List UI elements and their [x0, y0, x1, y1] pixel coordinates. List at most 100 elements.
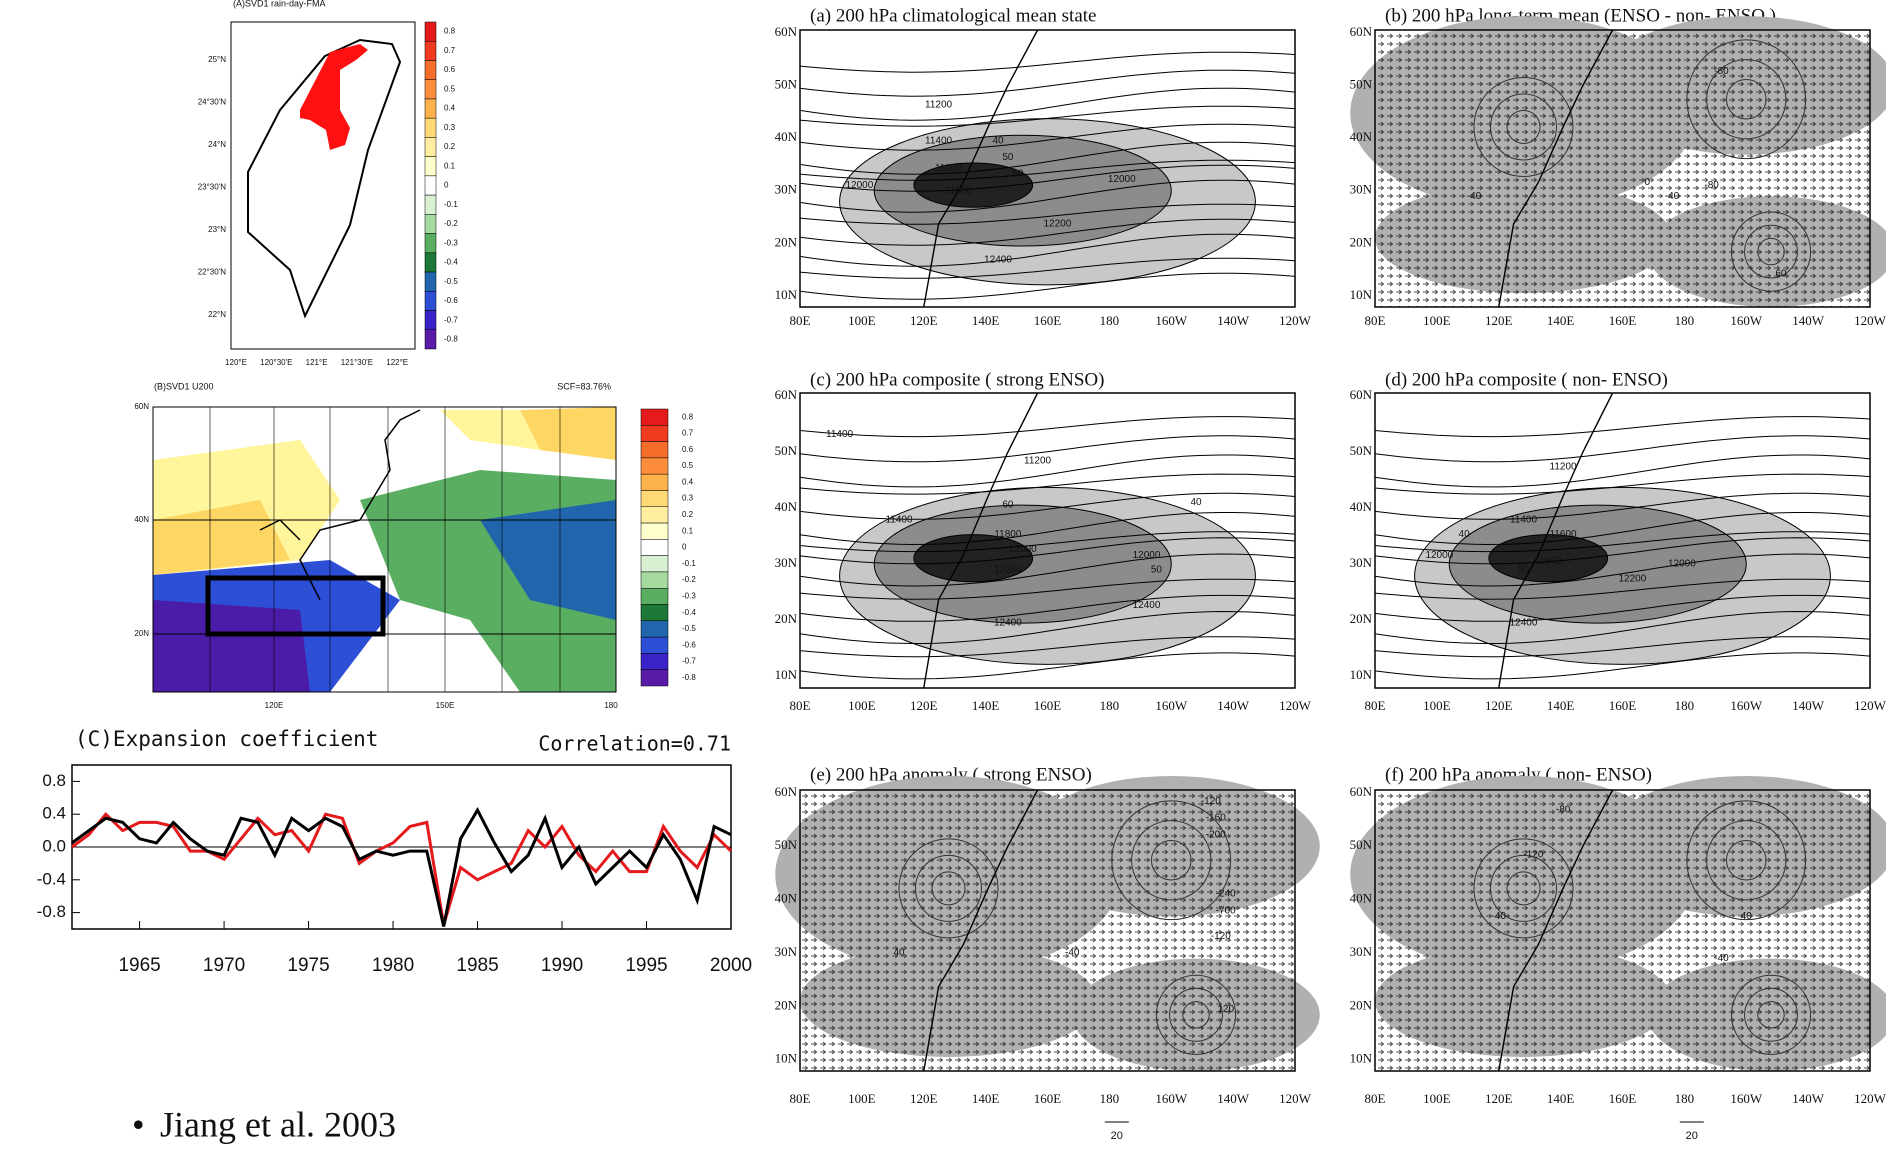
colorbar-box [640, 490, 669, 508]
map-frame [799, 789, 1296, 1072]
contour-label: -120 [1211, 931, 1231, 942]
contour-label: 40 [992, 135, 1004, 146]
bullet: • [132, 1104, 145, 1144]
colorbar-label: 0.7 [444, 46, 456, 55]
lat-label: 50N [1350, 837, 1373, 852]
contour-line [799, 578, 1296, 600]
colorbar-box [424, 214, 437, 234]
colorbar-box [424, 156, 437, 177]
lon-label: 140W [1217, 313, 1250, 328]
contour-label: 11800 [945, 185, 973, 196]
contour-label: 12400 [1510, 618, 1538, 629]
contour-line [799, 203, 1296, 225]
lat-label: 50N [1350, 76, 1373, 91]
lat-label: 50N [775, 443, 798, 458]
colorbar-label: 0.3 [444, 123, 456, 132]
contour-label: -40 [1492, 911, 1507, 922]
y-tick-label: -0.8 [37, 902, 66, 921]
contour-label: 11800 [1535, 556, 1563, 567]
contour-line [915, 854, 982, 922]
lat-label: 40N [134, 515, 149, 524]
contour-label: 12200 [1043, 219, 1071, 230]
colorbar-label: -0.6 [444, 296, 458, 305]
map-frame [1374, 392, 1871, 689]
colorbar-box [424, 252, 437, 273]
colorbar-label: -0.5 [682, 624, 696, 633]
lat-label: 10N [775, 667, 798, 682]
contour-line [1725, 839, 1767, 881]
lon-label: 160E [1609, 313, 1637, 328]
jet-shading [913, 162, 1034, 208]
contour-label: -700 [1216, 905, 1236, 916]
contour-label: 12000 [1133, 550, 1161, 561]
colorbar-box [640, 457, 669, 475]
colorbar-label: 0 [444, 181, 449, 190]
map-panel: (d) 200 hPa composite ( non- ENSO) 60N 50N… [1350, 369, 1886, 713]
lat-label: 10N [775, 1051, 798, 1066]
contour-label: 12400 [994, 618, 1022, 629]
colorbar-box [640, 522, 669, 540]
lon-label: 180 [604, 701, 618, 710]
contour-label: 12000 [1108, 174, 1136, 185]
lat-label: 40N [1350, 499, 1373, 514]
lon-label: 160W [1730, 1091, 1763, 1106]
contour-label: 12400 [984, 255, 1012, 266]
colorbar-label: -0.3 [444, 238, 458, 247]
contour-label: 11400 [826, 429, 854, 440]
contour-line [799, 257, 1296, 279]
contour-line [1490, 854, 1557, 922]
contour-line [799, 159, 1296, 181]
panel-title: (B)SVD1 U200 [154, 381, 214, 391]
lat-label: 40N [775, 891, 798, 906]
contour-line [799, 51, 1296, 73]
wind-vectors [1375, 790, 1870, 1071]
contour-line [1182, 1001, 1210, 1029]
contour-label: 11600 [935, 163, 963, 174]
contour-line [1374, 636, 1871, 658]
colorbar-label: -0.2 [444, 219, 458, 228]
lon-label: 160W [1730, 698, 1763, 713]
map-frame [1374, 29, 1871, 308]
contour-line [1374, 594, 1871, 622]
lat-label: 60N [1350, 387, 1373, 402]
contour-label: 11400 [925, 135, 953, 146]
series-line [71, 806, 732, 927]
lon-label: 140W [1792, 698, 1825, 713]
lon-label: 140W [1217, 698, 1250, 713]
reference-label: 20 [1111, 1130, 1123, 1142]
contour-label: 12200 [1618, 573, 1646, 584]
colorbar-label: 0 [682, 543, 687, 552]
colorbar-box [424, 137, 437, 157]
lon-label: 180 [1100, 1091, 1120, 1106]
contour-line [799, 531, 1296, 553]
colorbar-box [424, 233, 437, 254]
lon-label: 140E [1547, 1091, 1575, 1106]
contour-line [1111, 800, 1232, 921]
map-frame [152, 406, 617, 693]
lon-label: 140E [1547, 698, 1575, 713]
colorbar-label: -0.5 [444, 277, 458, 286]
rain-area [300, 44, 368, 150]
contour-line [799, 179, 1296, 213]
coastline [259, 409, 421, 601]
lon-label: 140W [1792, 313, 1825, 328]
lat-label: 30N [1350, 555, 1373, 570]
shading [520, 407, 616, 460]
x-tick-label: 1965 [118, 955, 160, 976]
contour-line [1730, 974, 1812, 1055]
contour-line [1725, 78, 1767, 120]
colorbar-label: 0.8 [444, 27, 456, 36]
colorbar-box [640, 441, 669, 459]
coastline [923, 29, 1039, 308]
series-line [71, 811, 733, 926]
lon-label: 80E [790, 698, 811, 713]
contour-line [1473, 838, 1574, 939]
lat-label: 10N [775, 287, 798, 302]
lon-label: 80E [790, 1091, 811, 1106]
colorbar-label: 0.2 [682, 510, 694, 519]
lat-label: 24°30'N [198, 98, 227, 107]
contour-line [1374, 512, 1871, 546]
contour-label: 11400 [885, 514, 913, 525]
lon-label: 160E [1034, 1091, 1062, 1106]
